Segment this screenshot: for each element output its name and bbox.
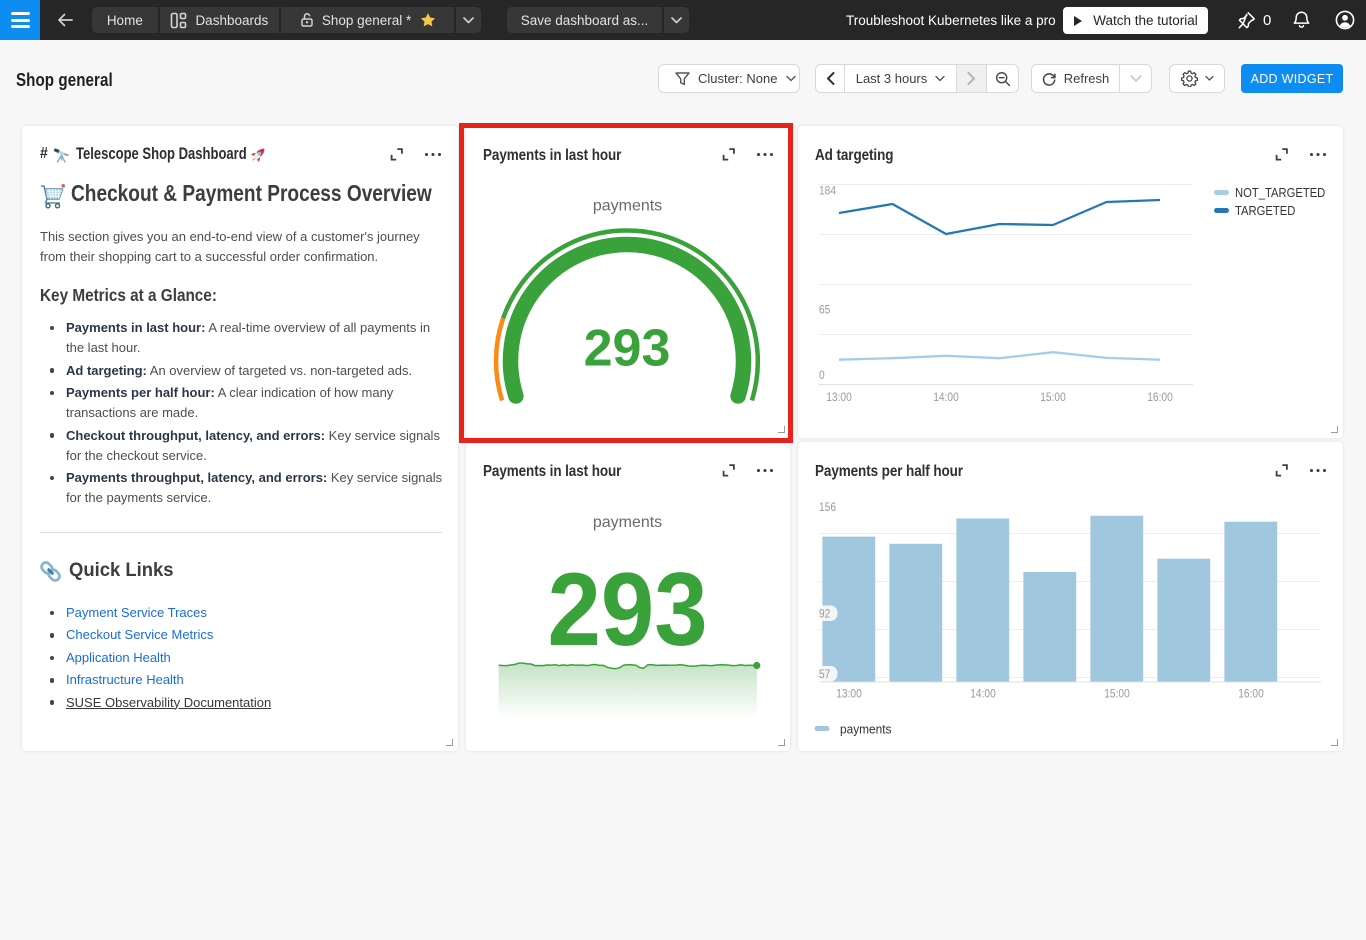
svg-text:184: 184	[819, 185, 836, 198]
svg-text:92: 92	[819, 608, 830, 621]
svg-text:293: 293	[547, 551, 707, 667]
svg-text:293: 293	[584, 319, 671, 377]
svg-text:57: 57	[819, 668, 830, 681]
svg-text:15:00: 15:00	[1040, 391, 1066, 404]
svg-text:13:00: 13:00	[826, 391, 852, 404]
svg-text:65: 65	[819, 304, 830, 317]
svg-text:0: 0	[819, 369, 825, 382]
svg-text:payments: payments	[593, 514, 662, 531]
svg-text:16:00: 16:00	[1147, 391, 1173, 404]
svg-text:payments: payments	[593, 198, 662, 215]
svg-text:16:00: 16:00	[1238, 688, 1264, 701]
svg-text:payments: payments	[840, 722, 891, 736]
svg-text:14:00: 14:00	[933, 391, 959, 404]
svg-text:13:00: 13:00	[836, 688, 862, 701]
svg-text:156: 156	[819, 501, 836, 514]
svg-text:NOT_TARGETED: NOT_TARGETED	[1235, 185, 1325, 200]
svg-text:TARGETED: TARGETED	[1235, 203, 1295, 218]
svg-text:14:00: 14:00	[970, 688, 996, 701]
svg-text:15:00: 15:00	[1104, 688, 1130, 701]
